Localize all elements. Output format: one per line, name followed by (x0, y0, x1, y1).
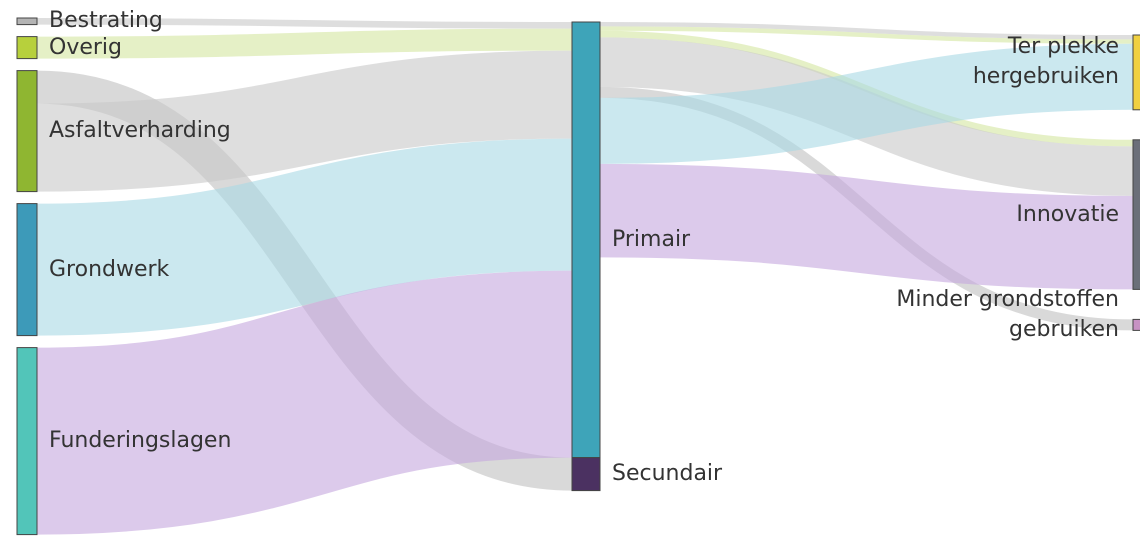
link (599, 26, 1134, 44)
link (36, 18, 573, 29)
node (16, 70, 38, 193)
link (36, 28, 573, 59)
link (599, 22, 1134, 40)
link (36, 270, 573, 535)
node (16, 17, 38, 26)
node-label: Innovatie (1016, 201, 1119, 227)
link (599, 163, 1134, 290)
node (16, 203, 38, 337)
link (36, 50, 573, 192)
link (36, 138, 573, 336)
node-label: Secundair (612, 461, 723, 487)
node (1132, 34, 1140, 111)
node-label: Minder grondstoffen gebruiken (896, 286, 1119, 342)
node (571, 457, 601, 492)
node-label: Funderingslagen (49, 428, 232, 454)
link (599, 43, 1134, 164)
node-label: Ter plekke hergebruiken (972, 34, 1119, 90)
node-label: Bestrating (49, 8, 163, 34)
node (1132, 318, 1140, 331)
node (1132, 139, 1140, 290)
node (16, 347, 38, 536)
node (16, 36, 38, 60)
node-label: Overig (49, 34, 122, 60)
node-label: Asfaltverharding (49, 118, 231, 144)
node-label: Grondwerk (49, 256, 170, 282)
node (571, 21, 601, 459)
node-label: Primair (612, 226, 691, 252)
